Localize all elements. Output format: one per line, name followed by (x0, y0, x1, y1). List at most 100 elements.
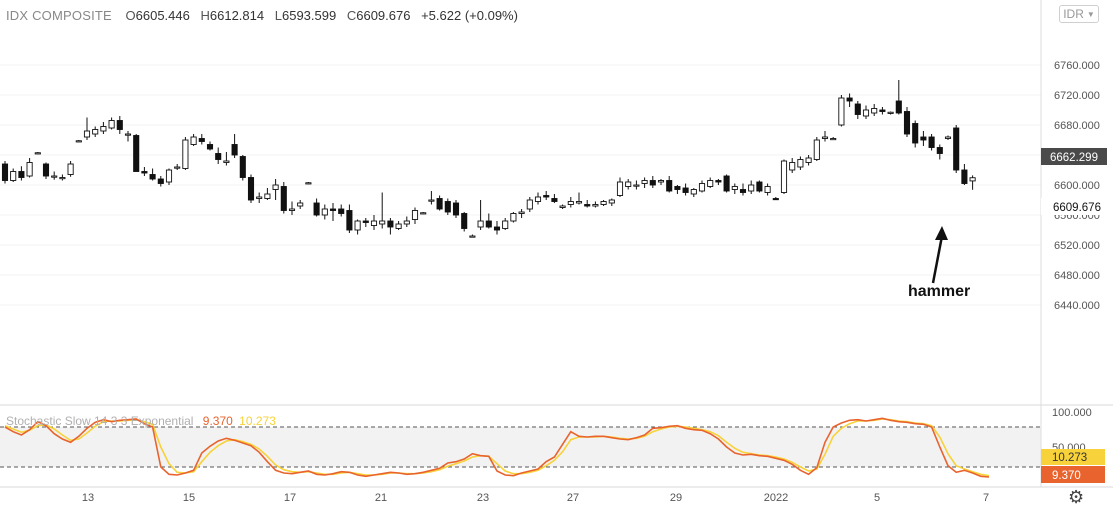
candle (51, 171, 58, 180)
change-value: +5.622 (+0.09%) (421, 8, 518, 23)
candle (789, 158, 796, 173)
candle (264, 188, 271, 200)
candle (707, 177, 714, 188)
price-badge-highlight: 6662.299 (1041, 148, 1107, 165)
candle (206, 141, 214, 151)
candle (10, 168, 17, 182)
candle (428, 191, 435, 205)
candle (100, 122, 107, 134)
annotation-label: hammer (908, 283, 971, 300)
candle (649, 176, 656, 188)
candle (879, 107, 886, 115)
candle (584, 200, 591, 208)
y-tick-label: 6440.000 (1054, 300, 1100, 312)
y-tick-label: 6720.000 (1054, 90, 1100, 102)
candle (1, 161, 9, 184)
candle (231, 134, 238, 158)
candle (83, 117, 91, 140)
candle (592, 201, 599, 208)
candle (288, 201, 296, 215)
candle (420, 212, 427, 215)
candle (526, 197, 533, 212)
stoch-axis: 100.000 50.000 (1052, 407, 1092, 454)
candle (821, 131, 829, 142)
currency-label: IDR (1063, 7, 1084, 21)
candle (305, 182, 312, 185)
candle (493, 221, 501, 235)
candle (272, 179, 279, 200)
candle (780, 159, 788, 194)
x-tick-label: 7 (983, 492, 989, 504)
annotation-arrow (931, 226, 948, 284)
candle (739, 183, 747, 196)
candle (18, 166, 25, 181)
indicator-name: Stochastic Slow 14 3 3 Exponential (6, 414, 194, 428)
x-tick-label: 23 (477, 492, 489, 504)
indicator-k-value: 9.370 (202, 414, 233, 428)
candle (674, 185, 681, 194)
candle (223, 152, 230, 166)
candle (370, 215, 378, 230)
candle (616, 177, 624, 197)
candle (756, 180, 763, 193)
candle (42, 162, 50, 179)
candle (731, 183, 738, 194)
candle (518, 209, 525, 218)
x-tick-label: 27 (567, 492, 579, 504)
x-tick-label: 21 (375, 492, 387, 504)
candle (838, 95, 845, 127)
candle (846, 93, 853, 107)
x-tick-label: 29 (670, 492, 682, 504)
candle (666, 176, 673, 193)
candle (903, 107, 911, 137)
stoch-k-line (4, 417, 990, 478)
candle (805, 155, 812, 166)
candle (969, 175, 976, 190)
stochastic-lines (4, 417, 990, 478)
low-value: 6593.599 (281, 8, 337, 23)
candle (452, 200, 460, 218)
candle (690, 188, 697, 197)
candle (362, 218, 369, 227)
close-value: 6609.676 (356, 8, 411, 23)
candle (116, 116, 123, 134)
gear-icon[interactable]: ⚙ (1068, 487, 1085, 507)
candle (944, 135, 952, 140)
candle (723, 174, 730, 193)
candle (887, 111, 894, 115)
y-tick-label: 6760.000 (1054, 60, 1100, 72)
candle (75, 140, 82, 143)
high-value: 6612.814 (209, 8, 265, 23)
candle (813, 137, 820, 161)
candle (510, 212, 517, 223)
x-tick-label: 5 (874, 492, 880, 504)
svg-text:9.370: 9.370 (1052, 470, 1081, 482)
candle (247, 174, 255, 203)
y-tick-label: 6600.000 (1054, 180, 1100, 192)
candle (543, 191, 550, 200)
candle (928, 134, 935, 151)
candle (280, 182, 287, 214)
candle (830, 137, 837, 141)
stoch-d-badge: 10.273 (1041, 449, 1105, 465)
candle (190, 134, 197, 146)
candle (715, 179, 722, 185)
candle (797, 156, 804, 170)
candle (871, 104, 878, 116)
candle (912, 120, 919, 148)
candle (600, 200, 607, 206)
candle (165, 168, 173, 185)
candle (608, 198, 615, 206)
svg-text:6609.676: 6609.676 (1053, 202, 1101, 214)
currency-button[interactable]: IDR ▼ (1059, 5, 1099, 23)
candle (157, 176, 164, 187)
candle (379, 192, 386, 229)
candle (403, 216, 410, 227)
candle (124, 131, 132, 142)
stoch-k-badge: 9.370 (1041, 466, 1105, 483)
stoch-d-line (4, 418, 990, 477)
candle (26, 158, 33, 178)
candle (469, 234, 476, 238)
candle (625, 179, 632, 190)
